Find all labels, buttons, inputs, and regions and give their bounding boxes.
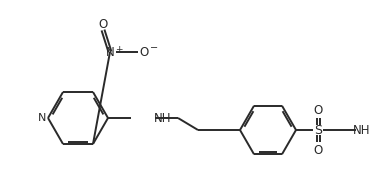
Text: N: N (105, 46, 114, 59)
Text: O: O (139, 46, 149, 59)
Text: N: N (38, 113, 46, 123)
Text: +: + (115, 44, 122, 53)
Text: O: O (313, 104, 323, 116)
Text: O: O (98, 19, 108, 32)
Text: −: − (150, 43, 158, 53)
Text: S: S (314, 124, 322, 137)
Text: O: O (313, 144, 323, 157)
Text: NH: NH (154, 113, 172, 126)
Text: NH₂: NH₂ (353, 124, 370, 137)
